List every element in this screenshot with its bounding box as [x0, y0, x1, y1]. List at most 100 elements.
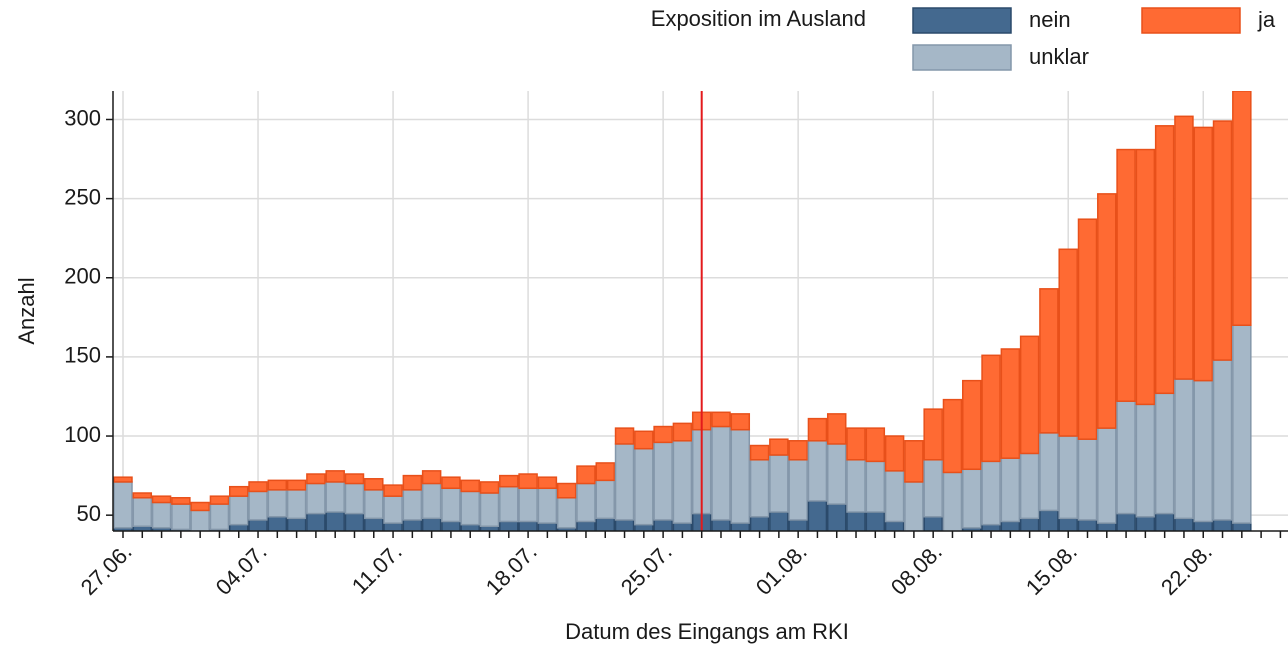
bar-segment — [171, 497, 191, 505]
bars — [113, 91, 1252, 531]
bar-segment — [1135, 516, 1156, 531]
bar-segment — [749, 459, 770, 518]
bar-segment — [711, 411, 731, 428]
bar-segment — [942, 398, 963, 474]
bar-segment — [113, 476, 133, 483]
bar-segment — [595, 462, 615, 482]
bar-segment — [248, 490, 268, 521]
bar-segment — [556, 482, 577, 499]
bar-segment — [1232, 324, 1252, 524]
bar-segment — [151, 495, 172, 504]
y-tick-label: 200 — [64, 264, 101, 289]
bar-segment — [286, 517, 307, 531]
bar-segment — [190, 501, 210, 512]
bar-segment — [672, 422, 693, 442]
bar-segment — [981, 460, 1001, 526]
legend-label: unklar — [1029, 44, 1089, 69]
bar-segment — [634, 447, 654, 526]
bar-segment — [769, 454, 789, 513]
bar-segment — [132, 497, 153, 528]
y-tick-label: 100 — [64, 422, 101, 447]
bar-segment — [1135, 148, 1156, 406]
bar-segment — [788, 440, 808, 461]
bar-segment — [576, 482, 596, 523]
bar-segment — [826, 413, 847, 445]
bar-segment — [730, 413, 751, 431]
bar-segment — [306, 473, 326, 485]
bar-segment — [576, 465, 596, 485]
bar-segment — [865, 460, 886, 513]
bar-segment — [209, 503, 230, 531]
bar-segment — [441, 487, 461, 523]
bar-segment — [171, 503, 191, 531]
bar-segment — [306, 512, 326, 531]
bar-segment — [1116, 148, 1136, 402]
bar-segment — [865, 427, 886, 463]
bar-segment — [228, 495, 249, 526]
bar-segment — [923, 408, 943, 461]
bar-segment — [807, 500, 828, 531]
bar-segment — [1039, 432, 1059, 512]
bar-segment — [1193, 126, 1213, 382]
bar-segment — [1116, 400, 1136, 515]
bar-segment — [460, 490, 480, 526]
bar-segment — [1116, 512, 1136, 531]
bar-segment — [614, 427, 635, 445]
bar-segment — [325, 481, 345, 513]
bar-segment — [1174, 378, 1194, 520]
x-tick-label: 01.08. — [751, 539, 812, 600]
legend-swatch — [912, 44, 1012, 71]
bar-segment — [653, 441, 673, 521]
legend-label: nein — [1029, 7, 1071, 32]
bar-segment — [595, 479, 615, 520]
bar-segment — [614, 443, 635, 521]
bar-segment — [884, 470, 905, 523]
bar-segment — [171, 528, 191, 531]
bar-segment — [1135, 403, 1156, 518]
bar-segment — [807, 440, 828, 502]
bar-segment — [421, 482, 442, 520]
bar-segment — [267, 489, 288, 518]
x-tick-label: 25.07. — [616, 539, 677, 600]
legend-title: Exposition im Ausland — [651, 6, 866, 31]
bar-segment — [1174, 115, 1194, 380]
x-tick-label: 18.07. — [481, 539, 542, 600]
y-axis-label: Anzahl — [14, 277, 39, 344]
bar-segment — [364, 478, 384, 491]
bar-segment — [1000, 348, 1021, 459]
x-axis-label: Datum des Eingangs am RKI — [565, 619, 849, 644]
bar-segment — [653, 425, 673, 444]
bar-segment — [634, 430, 654, 450]
bar-segment — [1212, 359, 1233, 521]
y-tick-label: 250 — [64, 184, 101, 209]
y-tick-label: 300 — [64, 105, 101, 130]
bar-segment — [402, 489, 423, 521]
y-tick-label: 50 — [77, 501, 101, 526]
bar-segment — [807, 417, 828, 442]
x-tick-label: 08.08. — [886, 539, 947, 600]
bar-segment — [383, 495, 403, 524]
bar-segment — [1154, 125, 1175, 395]
bar-segment — [421, 470, 442, 485]
bar-segment — [923, 459, 943, 518]
bar-segment — [132, 492, 153, 499]
bar-segment — [826, 443, 847, 505]
x-tick-label: 15.08. — [1021, 539, 1082, 600]
x-tick-label: 22.08. — [1156, 539, 1217, 600]
bar-segment — [151, 501, 172, 529]
bar-segment — [1058, 435, 1078, 520]
bar-segment — [421, 517, 442, 531]
bar-segment — [1097, 193, 1117, 429]
bar-segment — [1058, 248, 1078, 437]
legend-swatch — [912, 7, 1012, 34]
bar-segment — [325, 470, 345, 483]
bar-segment — [595, 517, 615, 531]
bar-segment — [1154, 392, 1175, 515]
bar-segment — [672, 440, 693, 524]
bar-segment — [884, 435, 905, 472]
bar-segment — [441, 476, 461, 490]
bar-segment — [904, 440, 924, 483]
bar-segment — [1019, 335, 1040, 455]
x-tick-label: 04.07. — [211, 539, 272, 600]
